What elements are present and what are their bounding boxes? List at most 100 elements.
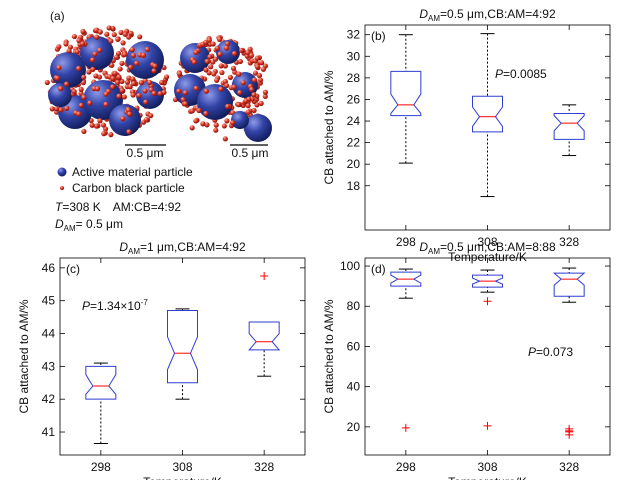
x-tick-label: 328: [254, 460, 274, 474]
plot-frame: [59, 257, 306, 456]
y-tick-label: 40: [347, 380, 361, 394]
cb-particle: [227, 74, 234, 80]
cb-particle: [126, 34, 132, 40]
cb-particle: [127, 84, 133, 90]
box: [472, 274, 503, 288]
annotation-symbol: P: [495, 67, 503, 81]
cb-particle: [203, 88, 209, 94]
cb-particle: [58, 107, 64, 113]
cb-particle: [245, 50, 251, 56]
y-tick-label: 100: [340, 259, 360, 273]
cb-particle: [148, 113, 154, 119]
outlier: [483, 297, 492, 306]
box: [390, 271, 422, 287]
annotation-text: =1.34×10: [90, 299, 141, 313]
am-particle: [231, 111, 249, 129]
box: [248, 321, 281, 351]
cb-particle: [237, 90, 243, 96]
cb-particle: [214, 77, 220, 83]
cb-particle: [163, 74, 170, 80]
legend-marker: [57, 167, 67, 177]
annotation-text: =0.073: [536, 345, 573, 359]
cb-particle: [81, 74, 87, 80]
cb-particle: [143, 99, 149, 105]
cb-particle: [203, 110, 209, 117]
cb-particle: [235, 102, 242, 108]
cb-particle: [254, 64, 261, 70]
y-tick-label: 32: [347, 28, 361, 42]
title-symbol: D: [419, 240, 428, 254]
box: [85, 365, 117, 400]
box: [472, 95, 503, 133]
annotation: P=0.073: [528, 345, 573, 359]
panel-label: (d): [371, 262, 386, 276]
text: AM:CB=4:92: [113, 200, 182, 214]
x-tick-label: 308: [477, 235, 497, 249]
cb-particle: [119, 60, 125, 66]
cb-particle: [64, 105, 70, 111]
cb-particle: [128, 64, 134, 70]
y-tick-label: 20: [347, 420, 361, 434]
cb-particle: [90, 66, 96, 72]
cb-particle: [104, 31, 110, 37]
cb-particle: [231, 84, 237, 90]
cb-particle: [87, 100, 93, 106]
cb-particle: [116, 93, 122, 99]
cb-particle: [110, 75, 116, 82]
cb-particle: [63, 81, 70, 87]
x-axis-label: Temperature/K: [448, 475, 527, 480]
cb-particle: [79, 41, 86, 47]
y-tick-label: 43: [42, 359, 56, 373]
cb-particle: [126, 111, 133, 117]
cb-particle: [254, 55, 261, 61]
box-chart: DAM=0.5 μm,CB:AM=4:92(b)1820222426283032…: [322, 7, 611, 264]
y-tick-label: 44: [42, 327, 56, 341]
text: =308 K: [62, 200, 100, 214]
cb-particle: [117, 66, 123, 72]
cb-particle: [93, 123, 100, 129]
cb-particle: [222, 136, 228, 142]
cb-particle: [115, 79, 121, 86]
conditions: T=308 K AM:CB=4:92: [55, 200, 181, 214]
subscript: AM: [64, 224, 76, 233]
am-particle: [136, 81, 164, 109]
cb-particle: [151, 90, 157, 96]
cb-particle: [97, 47, 103, 53]
cb-particle: [93, 73, 99, 79]
cb-particle: [225, 103, 231, 110]
cb-particle: [260, 66, 267, 72]
cb-particle: [217, 51, 223, 57]
y-tick-label: 46: [42, 261, 56, 275]
cb-particle: [111, 32, 117, 38]
scale-bar-label: 0.5 μm: [232, 146, 269, 160]
cb-particle: [193, 85, 199, 91]
cb-particle: [193, 49, 199, 55]
y-tick-label: 20: [347, 157, 361, 171]
cb-particle: [246, 96, 252, 102]
title-text: =0.5 μm,CB:AM=4:92: [440, 7, 556, 21]
cb-particle: [224, 118, 230, 124]
cb-particle: [189, 108, 195, 114]
title-text: =1 μm,CB:AM=4:92: [140, 240, 246, 254]
cb-particle: [262, 89, 269, 95]
cb-particle: [151, 68, 157, 74]
cb-particle: [257, 77, 264, 83]
cb-particle: [76, 111, 82, 117]
cb-particle: [78, 86, 84, 92]
cb-particle: [80, 28, 86, 35]
title-subscript: AM: [128, 247, 140, 256]
cb-particle: [136, 92, 142, 99]
cb-particle: [176, 71, 183, 77]
cb-particle: [157, 90, 163, 97]
cb-particle: [236, 71, 242, 77]
cb-particle: [71, 88, 77, 95]
cb-particle: [211, 71, 217, 77]
y-tick-label: 80: [347, 299, 361, 313]
cb-particle: [251, 92, 257, 98]
scale-bar-label: 0.5 μm: [127, 146, 164, 160]
cb-particle: [94, 86, 101, 92]
cb-particle: [218, 63, 224, 69]
cb-particle: [248, 52, 255, 59]
cb-particle: [231, 50, 238, 57]
